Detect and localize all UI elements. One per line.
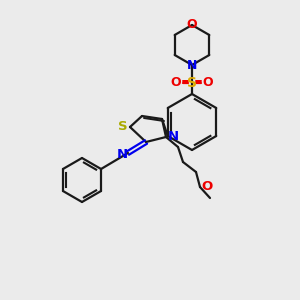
Text: O: O bbox=[171, 76, 181, 89]
Text: O: O bbox=[203, 76, 213, 89]
Text: O: O bbox=[187, 18, 197, 31]
Text: S: S bbox=[187, 76, 197, 90]
Text: N: N bbox=[116, 148, 128, 160]
Text: O: O bbox=[201, 181, 213, 194]
Text: N: N bbox=[187, 59, 197, 72]
Text: N: N bbox=[167, 130, 178, 143]
Text: S: S bbox=[118, 119, 128, 133]
